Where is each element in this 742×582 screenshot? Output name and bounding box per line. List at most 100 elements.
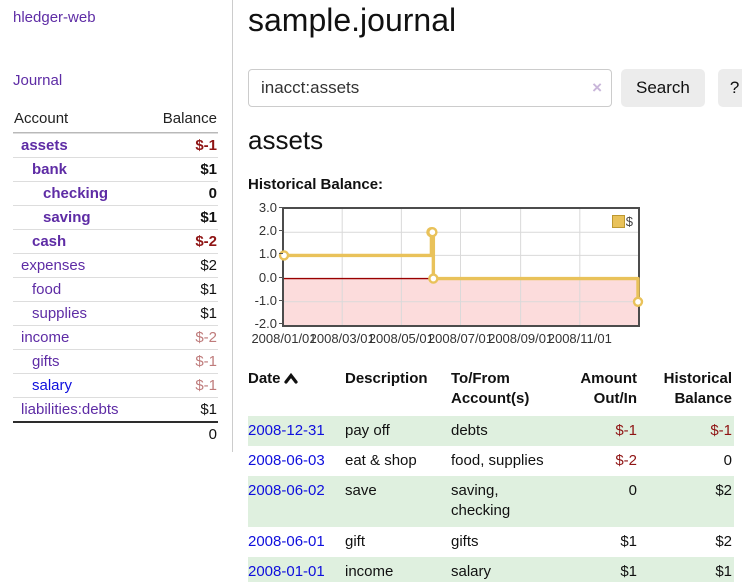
- transaction-accounts: saving, checking: [451, 476, 555, 527]
- transaction-accounts: gifts: [451, 532, 479, 550]
- account-link-food[interactable]: food: [32, 281, 62, 298]
- accounts-header-line2: Account(s): [451, 390, 530, 408]
- register-row: 2008-06-01 gift gifts $1 $2: [248, 527, 734, 557]
- transaction-balance: $1: [639, 556, 734, 582]
- y-axis-tick-label: -1.0: [254, 292, 277, 308]
- transaction-amount: $-1: [555, 415, 639, 446]
- transaction-balance: $-1: [639, 415, 734, 446]
- account-balance: $-2: [195, 329, 217, 346]
- amount-header-line2: Out/In: [593, 390, 637, 408]
- data-point-marker: [427, 227, 438, 238]
- transaction-description: pay off: [345, 415, 451, 446]
- date-header-label: Date: [248, 370, 281, 387]
- account-balance: $-1: [195, 353, 217, 370]
- account-balance: $-1: [195, 137, 217, 154]
- legend-label: $: [625, 214, 633, 229]
- transaction-description: save: [345, 476, 451, 527]
- balance-header-line1: Historical: [663, 370, 732, 387]
- balance-header-line2: Balance: [674, 390, 732, 408]
- transaction-description: gift: [345, 532, 366, 550]
- data-point-marker: [428, 273, 439, 284]
- y-axis-tick-mark: [279, 276, 283, 278]
- chart-title: Historical Balance:: [248, 176, 384, 193]
- column-header-amount: Amount Out/In: [555, 366, 639, 416]
- register-table: Date Description To/From Account(s) Amou…: [248, 366, 734, 582]
- x-axis-tick-label: 2008/01/01: [251, 331, 317, 346]
- register-row: 2008-06-02 save saving, checking 0 $2: [248, 476, 734, 527]
- account-column-header: Account: [14, 110, 69, 127]
- search-input[interactable]: [248, 69, 612, 107]
- account-link-checking[interactable]: checking: [43, 185, 109, 202]
- transaction-accounts: debts: [451, 415, 555, 446]
- account-balance: $-2: [195, 233, 217, 250]
- search-form: × Search ?: [248, 69, 742, 107]
- chart-svg: [278, 209, 644, 325]
- account-link-assets[interactable]: assets: [21, 137, 68, 154]
- account-balance: $1: [200, 281, 217, 298]
- account-balance: $1: [200, 209, 217, 226]
- account-link-liabilities-debts[interactable]: liabilities:debts: [21, 401, 119, 418]
- account-link-gifts[interactable]: gifts: [32, 353, 60, 370]
- account-balance: $1: [200, 305, 217, 322]
- transaction-balance: $2: [715, 532, 732, 550]
- account-link-supplies[interactable]: supplies: [32, 305, 88, 322]
- account-balance: $1: [200, 161, 217, 178]
- register-row: 2008-01-01 income salary $1 $1: [248, 556, 734, 582]
- transaction-date-link[interactable]: 2008-06-03: [248, 451, 325, 469]
- transaction-date-link[interactable]: 2008-12-31: [248, 421, 325, 439]
- help-button[interactable]: ?: [717, 69, 742, 107]
- account-balance: $-1: [195, 377, 217, 394]
- chart-legend: $: [611, 214, 633, 229]
- column-header-date[interactable]: Date: [248, 366, 345, 416]
- search-button[interactable]: Search: [621, 69, 705, 107]
- clear-search-icon[interactable]: ×: [592, 78, 602, 97]
- y-axis-tick-label: -2.0: [254, 316, 277, 331]
- transaction-amount: $1: [620, 532, 637, 550]
- y-axis-tick-label: 0.0: [258, 269, 277, 285]
- transaction-date-link[interactable]: 2008-06-02: [248, 482, 325, 499]
- balance-column-header: Balance: [162, 110, 217, 127]
- account-link-cash[interactable]: cash: [32, 233, 67, 250]
- account-link-saving[interactable]: saving: [43, 209, 91, 226]
- account-row: expenses $2: [13, 253, 218, 277]
- transaction-accounts: salary: [451, 556, 555, 582]
- transaction-date-link[interactable]: 2008-06-01: [248, 532, 325, 550]
- account-link-income[interactable]: income: [21, 329, 70, 346]
- y-axis-tick-mark: [279, 230, 283, 232]
- account-row: bank $1: [13, 157, 218, 181]
- sort-ascending-icon: [283, 372, 298, 384]
- account-row: gifts $-1: [13, 349, 218, 373]
- account-link-salary[interactable]: salary: [32, 377, 73, 394]
- account-balance: 0: [208, 185, 217, 202]
- app-title-link[interactable]: hledger-web: [13, 9, 96, 26]
- legend-swatch-icon: [611, 215, 625, 228]
- transaction-amount: 0: [555, 476, 639, 527]
- accounts-table-header: Account Balance: [13, 108, 218, 133]
- transaction-amount: $1: [555, 556, 639, 582]
- account-row: liabilities:debts $1: [13, 397, 218, 421]
- account-row: saving $1: [13, 205, 218, 229]
- account-link-expenses[interactable]: expenses: [21, 257, 86, 274]
- x-axis-tick-label: 2008/09/01: [488, 331, 554, 346]
- column-header-accounts: To/From Account(s): [451, 366, 555, 416]
- y-axis-tick-label: 2.0: [258, 223, 277, 239]
- account-balance: $2: [200, 257, 217, 274]
- account-row: supplies $1: [13, 301, 218, 325]
- transaction-accounts: food, supplies: [451, 451, 544, 469]
- register-header-row: Date Description To/From Account(s) Amou…: [248, 366, 734, 416]
- sidebar: hledger-web Journal Account Balance asse…: [0, 0, 233, 452]
- transaction-date-link[interactable]: 2008-01-01: [248, 562, 325, 580]
- y-axis-tick-mark: [279, 207, 283, 208]
- data-point-marker: [632, 296, 644, 308]
- column-header-balance: Historical Balance: [639, 366, 734, 416]
- transaction-balance: 0: [723, 451, 732, 469]
- account-link-bank[interactable]: bank: [32, 161, 68, 178]
- account-balance: $1: [200, 401, 217, 418]
- x-axis-tick-label: 2008/05/01: [368, 331, 434, 346]
- account-row: food $1: [13, 277, 218, 301]
- y-axis-tick-mark: [279, 253, 283, 255]
- sidebar-item-journal[interactable]: Journal: [13, 72, 63, 89]
- account-row: checking 0: [13, 181, 218, 205]
- transaction-amount: $-2: [615, 451, 637, 469]
